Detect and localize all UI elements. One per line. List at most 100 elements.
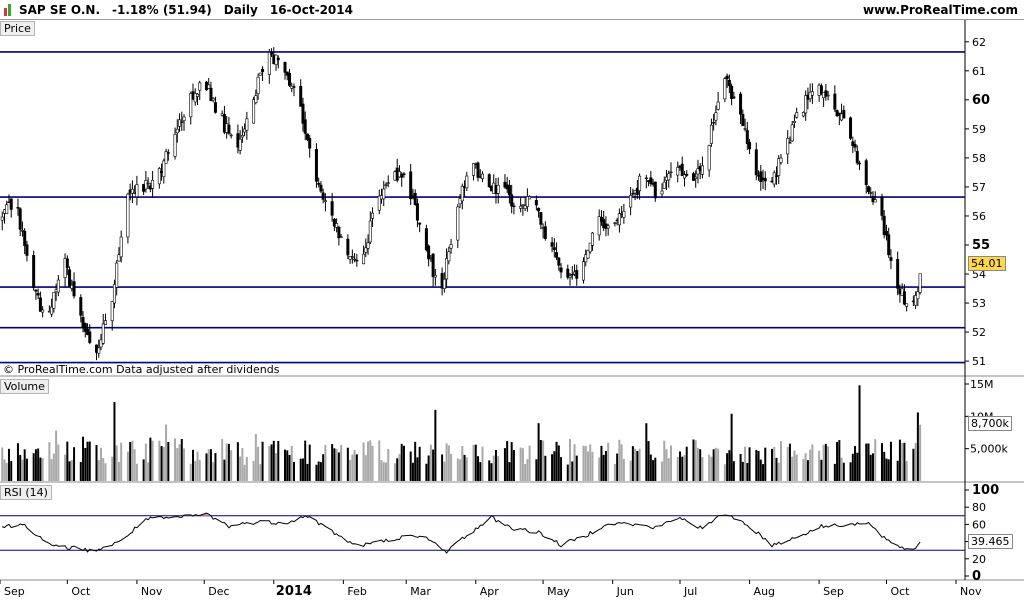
candle-body (449, 244, 453, 249)
candle-body (739, 93, 743, 115)
candle-body (635, 187, 639, 195)
volume-bar (479, 462, 482, 481)
candle-body (896, 259, 900, 289)
volume-bar (871, 453, 874, 481)
volume-bar (613, 463, 616, 481)
candle-body (301, 103, 305, 124)
candle-body (774, 175, 778, 177)
candle-body (792, 121, 796, 124)
volume-bar (225, 443, 228, 481)
site-url[interactable]: www.ProRealTime.com (863, 3, 1018, 17)
candle-body (314, 148, 318, 182)
volume-bar (786, 446, 789, 481)
volume-bar (905, 461, 908, 481)
candle-body (472, 163, 476, 176)
volume-bar (607, 442, 610, 481)
candle-body (283, 61, 287, 73)
volume-bar (32, 453, 35, 481)
candle-body (810, 91, 814, 96)
candle-body (864, 160, 868, 186)
candle-body (819, 85, 823, 94)
candle-body (79, 297, 83, 316)
volume-bar (25, 458, 28, 481)
instrument-name: SAP SE O.N. (19, 3, 101, 17)
volume-bar (492, 455, 495, 481)
volume-bar (654, 457, 657, 481)
price-tick-label: 54 (972, 268, 986, 281)
candle-body (507, 185, 511, 196)
candle-body (350, 256, 354, 258)
volume-bar (488, 460, 491, 481)
volume-bar (818, 450, 821, 481)
candle-body (707, 145, 711, 171)
volume-bar (183, 448, 186, 481)
volume-bar (896, 460, 899, 481)
candle-body (50, 306, 54, 315)
volume-bar (802, 458, 805, 481)
candle-body (730, 85, 734, 100)
rsi-line (2, 512, 921, 554)
x-tick-label: Aug (754, 585, 775, 598)
candle-body (65, 258, 69, 268)
volume-bar (512, 449, 515, 481)
x-tick-label: Oct (890, 585, 910, 598)
volume-bar (117, 461, 120, 481)
volume-bar (898, 439, 901, 481)
volume-bar (824, 443, 827, 481)
candle-body (581, 261, 585, 281)
volume-bar (277, 440, 280, 481)
rsi-tick-label: 100 (972, 483, 999, 498)
rsi-panel-tab[interactable]: RSI (14) (0, 485, 52, 500)
volume-bar (678, 451, 681, 481)
volume-bar (762, 464, 765, 481)
candle-body (871, 196, 875, 202)
candle-body (384, 184, 388, 186)
volume-bar (887, 459, 890, 481)
volume-bar (21, 459, 24, 481)
candle-body (207, 84, 211, 89)
volume-panel-tab[interactable]: Volume (0, 379, 49, 394)
candle-body (745, 130, 749, 144)
volume-bar (573, 444, 576, 481)
price-panel-tab[interactable]: Price (0, 21, 35, 36)
volume-bar (57, 444, 60, 481)
x-tick-label: Dec (208, 585, 229, 598)
candle-body (303, 119, 307, 134)
candle-body (851, 141, 855, 146)
volume-bar (869, 454, 872, 481)
volume-bar (115, 445, 118, 481)
volume-bar (631, 446, 634, 481)
candle-body (480, 173, 484, 179)
volume-bar (521, 448, 524, 481)
volume-bar (566, 464, 569, 481)
price-tick-label: 61 (972, 65, 986, 78)
candle-body (447, 251, 451, 262)
price-tick-label: 51 (972, 355, 986, 368)
candle-body (319, 184, 323, 192)
candle-body (918, 273, 922, 293)
volume-bar (198, 459, 201, 481)
volume-bar (447, 445, 450, 481)
candle-body (355, 259, 359, 262)
volume-bar (209, 449, 212, 481)
price-tick-label: 59 (972, 123, 986, 136)
candle-body (332, 218, 336, 227)
volume-bar (64, 454, 67, 481)
volume-bar (477, 456, 480, 481)
candle-body (222, 114, 226, 133)
volume-bar (634, 448, 637, 481)
candle-body (779, 157, 783, 163)
candle-body (173, 134, 177, 157)
volume-bar (299, 458, 302, 481)
x-tick-label: Oct (71, 585, 91, 598)
x-tick-label: Jun (616, 585, 634, 598)
volume-bar (667, 458, 670, 481)
candle-body (427, 245, 431, 260)
candle-body (41, 309, 45, 313)
candle-body (115, 262, 119, 288)
volume-bar (710, 456, 713, 481)
volume-bar (104, 463, 107, 481)
candle-body (229, 134, 233, 137)
volume-bar (158, 440, 161, 481)
